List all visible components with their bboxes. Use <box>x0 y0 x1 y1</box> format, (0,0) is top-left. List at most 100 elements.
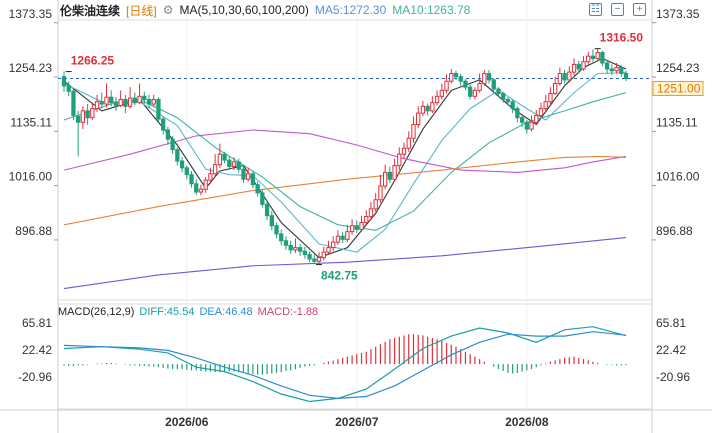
ma-line-ma5 <box>63 57 627 259</box>
candle-body <box>104 96 109 105</box>
candle-body <box>510 101 515 110</box>
candle-body <box>208 173 213 181</box>
extreme-label: 1316.50 <box>600 31 644 45</box>
macd-y-tick-label-right: 22.42 <box>656 343 686 357</box>
plus-icon[interactable]: + <box>633 3 646 16</box>
macd-dea-line <box>63 331 627 400</box>
candle-body <box>189 174 194 185</box>
candle-body <box>449 72 454 82</box>
last-price-label: 1251.00 <box>657 82 701 96</box>
candle-body <box>198 188 204 193</box>
candle-body <box>71 90 76 116</box>
candle-body <box>378 185 383 201</box>
ma5-value: MA5:1272.30 <box>314 3 387 17</box>
candle-body <box>340 235 345 240</box>
instrument-name: 伦柴油连续 <box>60 3 121 18</box>
y-tick-label: 896.88 <box>15 224 52 238</box>
minus-icon[interactable]: − <box>611 3 624 16</box>
candle-body <box>231 161 237 167</box>
candle-body <box>156 98 161 120</box>
candle-body <box>194 183 199 193</box>
x-tick-label: 2026/08 <box>505 415 549 429</box>
candle-body <box>430 102 435 112</box>
candle-body <box>109 96 114 104</box>
candle-body <box>373 199 378 210</box>
price-panel-frame <box>57 19 653 301</box>
candle-body <box>269 215 274 227</box>
candle-body <box>90 108 95 119</box>
macd-diff-value: DIFF:45.54 <box>139 306 195 318</box>
candle-body <box>534 114 539 123</box>
candle-body <box>331 241 336 249</box>
grid-icon[interactable]: ☷ <box>589 3 602 16</box>
candle-body <box>66 85 71 92</box>
candle-body <box>127 97 133 107</box>
macd-y-tick-label-right: 65.81 <box>656 316 686 330</box>
candle-body <box>293 247 298 251</box>
y-tick-label-right: 1254.23 <box>656 61 700 75</box>
candle-body <box>553 83 558 95</box>
macd-y-tick-label: 65.81 <box>22 316 52 330</box>
macd-diff-line <box>63 326 627 403</box>
candle-body <box>222 153 227 161</box>
macd-dea-value: DEA:46.48 <box>199 306 253 318</box>
candle-body <box>619 67 624 74</box>
y-tick-label: 1135.11 <box>10 115 52 129</box>
candle-body <box>411 124 416 139</box>
macd-label: MACD(26,12,9) <box>58 306 135 318</box>
candle-body <box>227 159 232 167</box>
candle-body <box>543 101 548 110</box>
extreme-label: 842.75 <box>321 269 358 283</box>
settings-icon[interactable]: ⚙ <box>162 3 174 17</box>
candle-body <box>548 93 553 103</box>
candle-body <box>387 171 393 180</box>
candle-body <box>567 71 572 81</box>
candle-body <box>529 121 534 130</box>
candle-body <box>604 62 610 70</box>
candle-body <box>142 95 147 100</box>
x-tick-label: 2026/07 <box>335 415 379 429</box>
candle-body <box>571 63 577 73</box>
y-tick-label-right: 896.88 <box>656 224 693 238</box>
candle-body <box>368 208 374 218</box>
candle-body <box>61 76 67 87</box>
candle-body <box>614 67 619 72</box>
macd-value: MACD:-1.88 <box>257 306 319 318</box>
candle-body <box>321 251 326 259</box>
extreme-label: 1266.25 <box>71 54 115 68</box>
period-selector[interactable]: [日线] <box>126 3 157 18</box>
candle-body <box>496 88 501 95</box>
candle-body <box>312 258 317 262</box>
candle-body <box>250 173 256 186</box>
y-tick-label: 1016.00 <box>9 170 53 184</box>
candle-body <box>184 167 189 176</box>
candle-body <box>345 231 350 240</box>
macd-header: MACD(26,12,9) DIFF:45.54 DEA:46.48 MACD:… <box>58 304 323 320</box>
candle-body <box>364 216 369 224</box>
candle-body <box>406 137 411 149</box>
candle-body <box>179 160 185 169</box>
chart-header: 伦柴油连续 [日线] ⚙ MA(5,10,30,60,100,200) MA5:… <box>0 0 712 20</box>
x-tick-label: 2026/06 <box>165 415 209 429</box>
candle-body <box>302 250 308 255</box>
candle-body <box>477 83 482 91</box>
candle-body <box>241 168 246 180</box>
candle-body <box>217 153 223 166</box>
candle-body <box>519 117 525 123</box>
candle-body <box>359 222 364 230</box>
candle-body <box>486 72 492 81</box>
ma-label: MA(5,10,30,60,100,200) <box>179 3 309 17</box>
candle-body <box>255 184 260 194</box>
y-tick-label-right: 1135.11 <box>656 115 698 129</box>
candle-body <box>212 164 218 175</box>
candle-body <box>113 102 119 106</box>
candle-body <box>482 72 487 85</box>
candle-body <box>288 244 293 251</box>
candle-body <box>401 147 407 155</box>
last-price-tag <box>652 81 704 97</box>
candle-body <box>279 233 284 242</box>
candle-body <box>175 149 180 162</box>
ma10-value: MA10:1263.78 <box>392 3 471 17</box>
candle-body <box>595 52 600 59</box>
